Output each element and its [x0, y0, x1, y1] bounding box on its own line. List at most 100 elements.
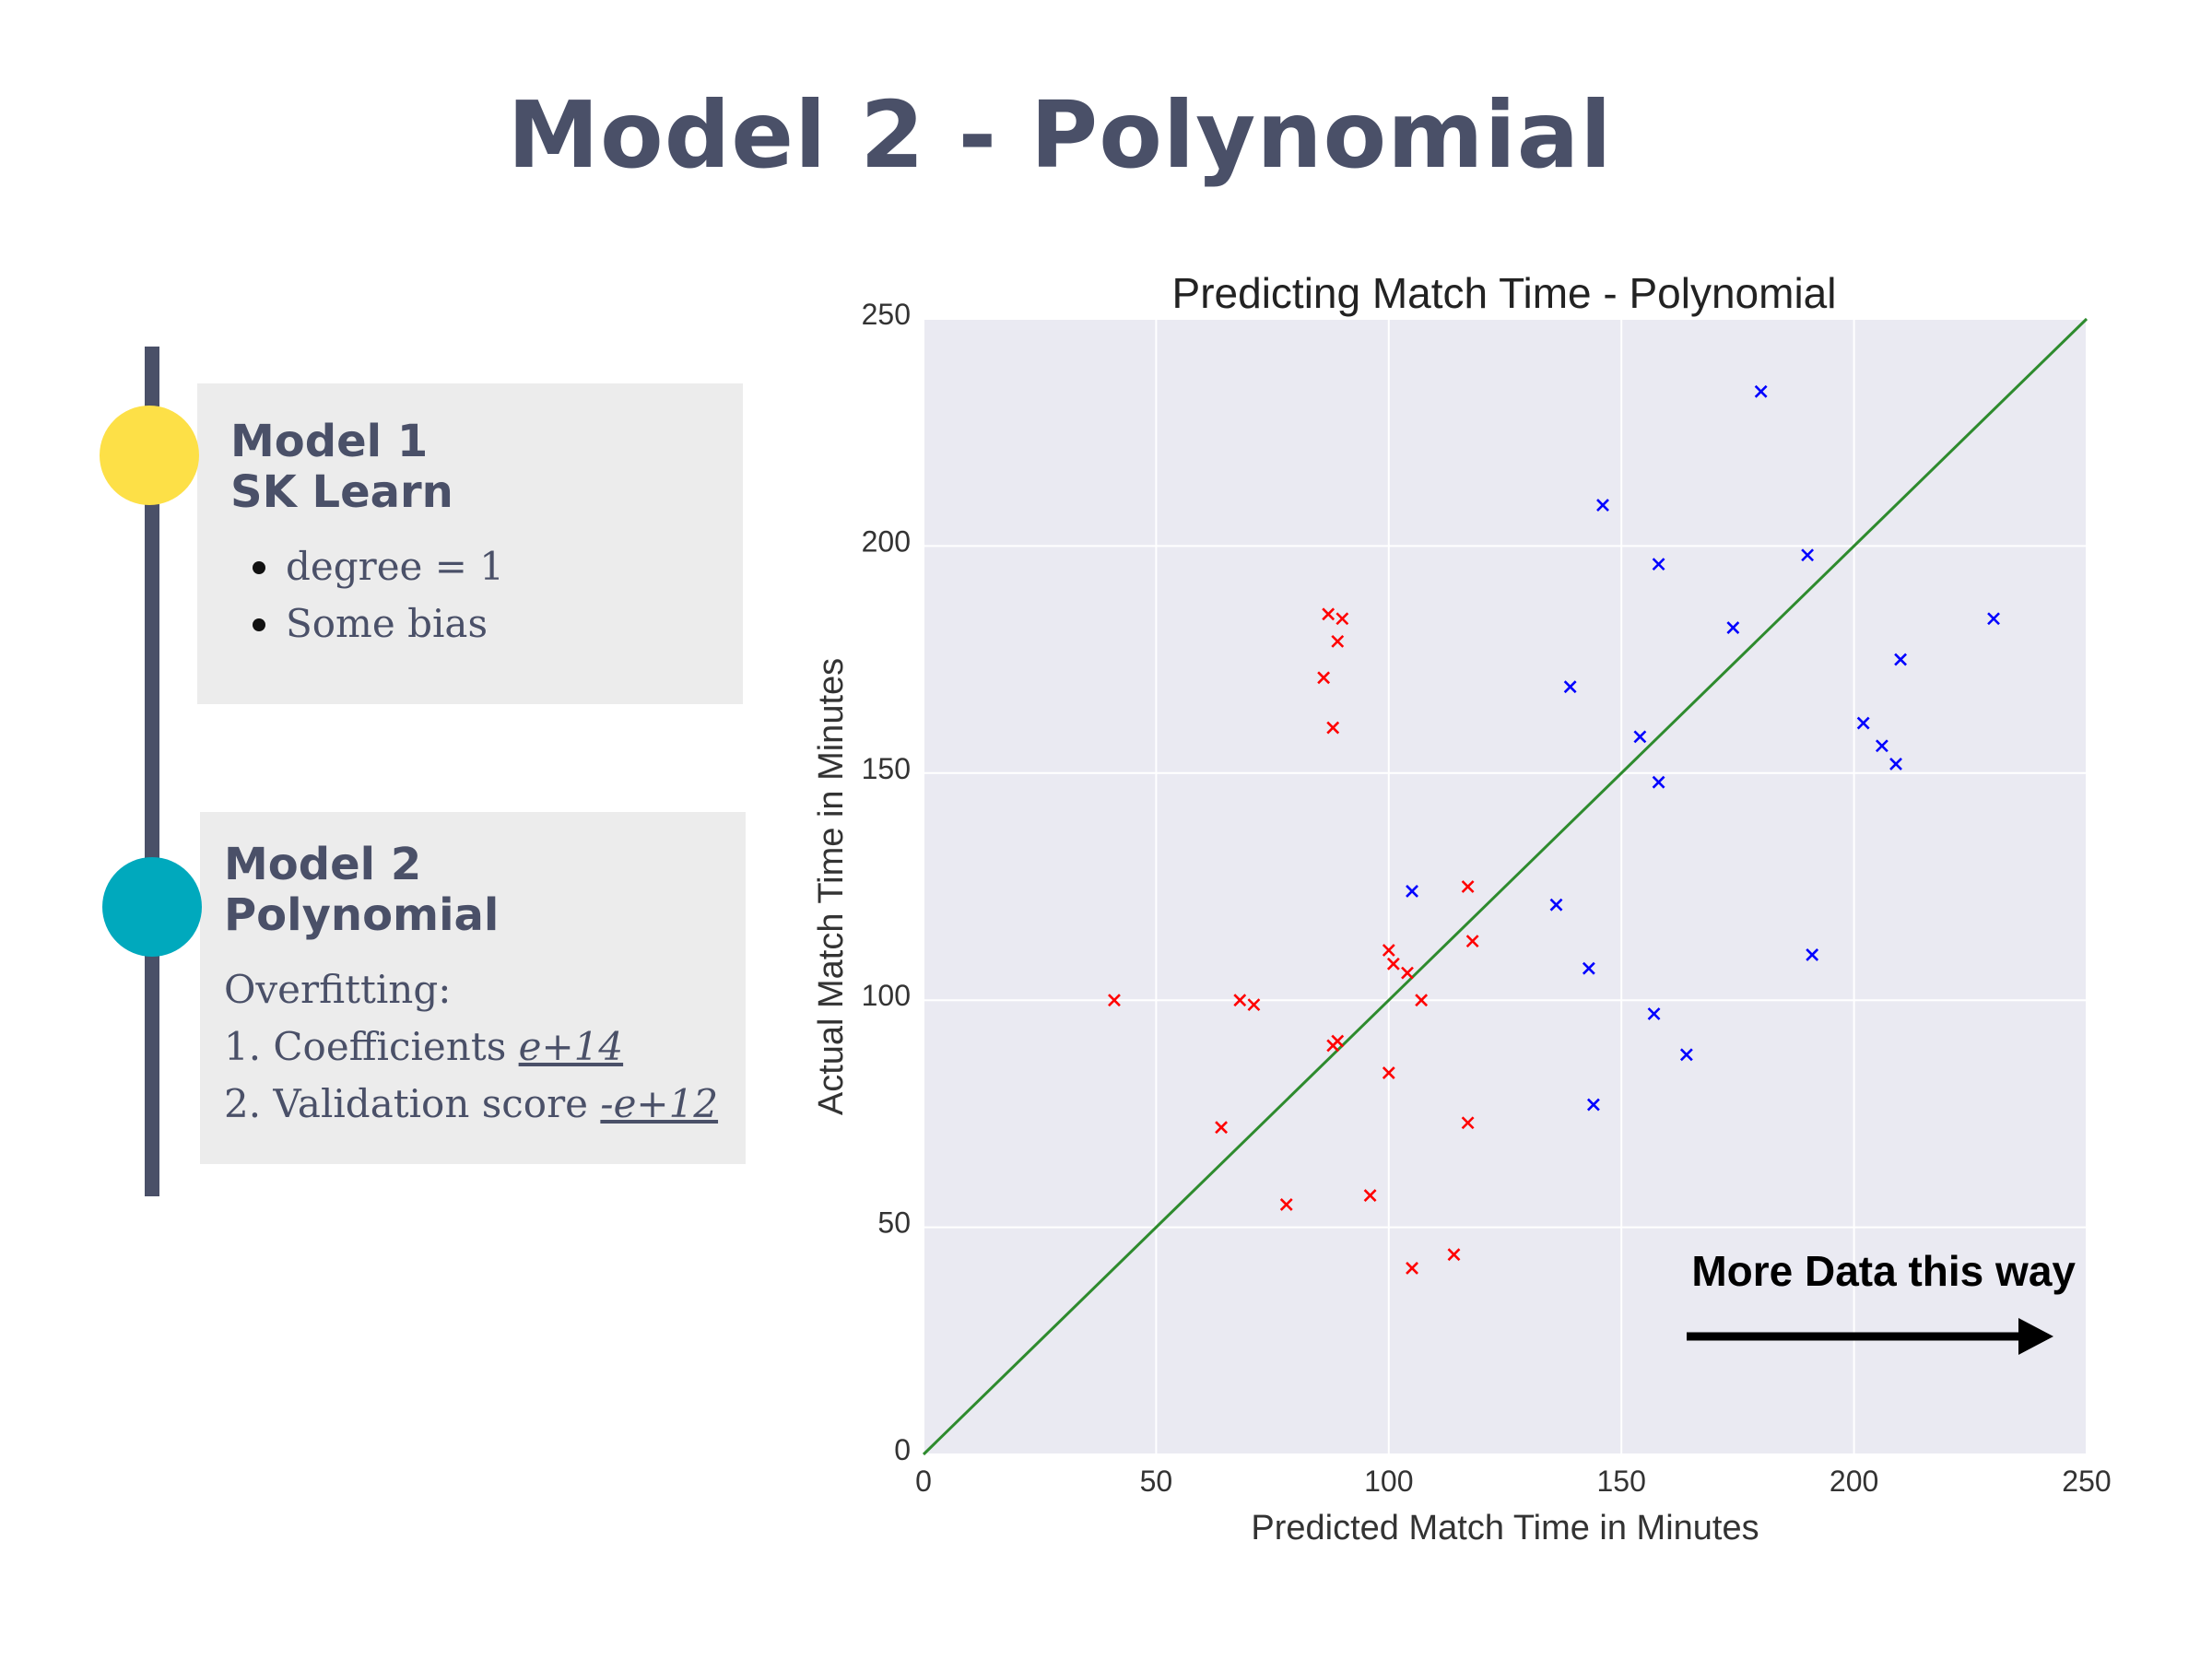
coefficients-value: e+14	[518, 1024, 624, 1069]
data-point	[1652, 775, 1665, 789]
data-point	[1987, 612, 2000, 626]
data-point	[1596, 499, 1609, 512]
data-point	[1331, 634, 1345, 648]
data-point	[1335, 612, 1349, 626]
data-point	[1406, 1262, 1418, 1275]
data-point	[1233, 994, 1247, 1007]
data-point-stroke	[1326, 721, 1340, 735]
model-1-bullet: Some bias	[253, 595, 743, 653]
data-point-stroke	[1279, 1198, 1293, 1211]
data-point-stroke	[1596, 499, 1609, 512]
data-point	[1322, 607, 1335, 621]
validation-value: -e+12	[600, 1081, 719, 1126]
data-point	[1382, 1066, 1395, 1079]
model-1-bullet-list: degree = 1 Some bias	[253, 538, 743, 653]
slide-title: Model 2 - Polynomial	[507, 81, 1613, 189]
data-point	[1461, 880, 1475, 893]
data-point-stroke	[1652, 558, 1665, 571]
data-point	[1406, 885, 1418, 898]
x-tick-label: 200	[1830, 1465, 1878, 1498]
x-tick-label: 100	[1364, 1465, 1413, 1498]
validation-text: 2. Validation score	[224, 1081, 601, 1126]
data-point	[1447, 1248, 1461, 1262]
y-tick-label: 0	[894, 1433, 911, 1466]
data-point-stroke	[1322, 607, 1335, 621]
coefficients-line: 1. Coefficients e+14	[224, 1018, 746, 1076]
data-point-stroke	[1679, 1048, 1693, 1062]
data-point-stroke	[1215, 1121, 1228, 1135]
data-point	[1679, 1048, 1693, 1062]
data-point	[1586, 1098, 1600, 1112]
data-point	[1215, 1121, 1228, 1135]
data-point-stroke	[1856, 716, 1870, 730]
data-point-stroke	[1401, 966, 1414, 980]
data-point-stroke	[1549, 898, 1563, 912]
data-point-stroke	[1875, 739, 1888, 753]
data-point-stroke	[1415, 994, 1429, 1007]
overfitting-label: Overfitting:	[224, 967, 452, 1012]
data-point-stroke	[1726, 621, 1740, 635]
x-tick-label: 250	[2062, 1465, 2111, 1498]
model-2-timeline-dot	[102, 857, 202, 957]
model-1-bullet: degree = 1	[253, 538, 743, 595]
model-1-heading-line-1: Model 1	[230, 416, 429, 467]
data-point-stroke	[1889, 758, 1902, 771]
data-point	[1465, 935, 1479, 948]
data-point-stroke	[1331, 634, 1345, 648]
data-points	[1108, 384, 2000, 1275]
data-point-stroke	[1563, 680, 1577, 694]
data-point	[1279, 1198, 1293, 1211]
data-point	[1549, 898, 1563, 912]
grid-lines	[923, 318, 2088, 1455]
data-point-stroke	[1582, 961, 1595, 975]
y-tick-label: 150	[862, 752, 911, 785]
data-point	[1326, 721, 1340, 735]
data-point-stroke	[1894, 653, 1907, 666]
x-tick-label: 150	[1597, 1465, 1646, 1498]
data-point	[1875, 739, 1888, 753]
data-point	[1856, 716, 1870, 730]
data-point	[1633, 730, 1647, 744]
data-point	[1247, 998, 1261, 1012]
timeline-bar	[145, 347, 159, 1196]
model-2-notes: Overfitting: 1. Coefficients e+14 2. Val…	[224, 961, 746, 1133]
data-point	[1652, 558, 1665, 571]
data-point-stroke	[1754, 384, 1768, 398]
data-point-stroke	[1447, 1248, 1461, 1262]
data-point	[1317, 671, 1331, 685]
data-point-stroke	[1633, 730, 1647, 744]
validation-line: 2. Validation score -e+12	[224, 1076, 746, 1133]
x-tick-label: 0	[915, 1465, 932, 1498]
data-point-stroke	[1406, 885, 1418, 898]
arrow-head	[2018, 1318, 2053, 1355]
data-point	[1386, 957, 1400, 971]
tick-labels: 0 50 100 150 200 250 0 50 100 150 200 250	[862, 298, 2112, 1498]
data-point-stroke	[1806, 948, 1819, 961]
data-point-stroke	[1647, 1007, 1661, 1020]
reference-line	[922, 317, 2088, 1456]
data-point	[1382, 944, 1395, 957]
more-data-annotation: More Data this way	[1691, 1247, 2076, 1295]
data-point-stroke	[1406, 1262, 1418, 1275]
data-point-stroke	[1335, 612, 1349, 626]
model-2-heading-line-1: Model 2	[224, 839, 422, 890]
data-point-stroke	[1386, 957, 1400, 971]
data-point-stroke	[1987, 612, 2000, 626]
model-1-heading-line-2: SK Learn	[230, 466, 453, 518]
data-point-stroke	[1331, 1034, 1345, 1048]
y-tick-label: 200	[862, 524, 911, 558]
data-point-stroke	[1801, 548, 1815, 562]
data-point-stroke	[1465, 935, 1479, 948]
chart-title: Predicting Match Time - Polynomial	[1172, 269, 1837, 317]
data-point-stroke	[1586, 1098, 1600, 1112]
data-point-stroke	[1233, 994, 1247, 1007]
data-point	[1582, 961, 1595, 975]
data-point-stroke	[1247, 998, 1261, 1012]
data-point	[1889, 758, 1902, 771]
data-point	[1647, 1007, 1661, 1020]
data-point	[1108, 994, 1121, 1007]
x-tick-label: 50	[1140, 1465, 1173, 1498]
model-1-timeline-dot	[100, 406, 199, 505]
y-axis-label: Actual Match Time in Minutes	[812, 658, 851, 1115]
